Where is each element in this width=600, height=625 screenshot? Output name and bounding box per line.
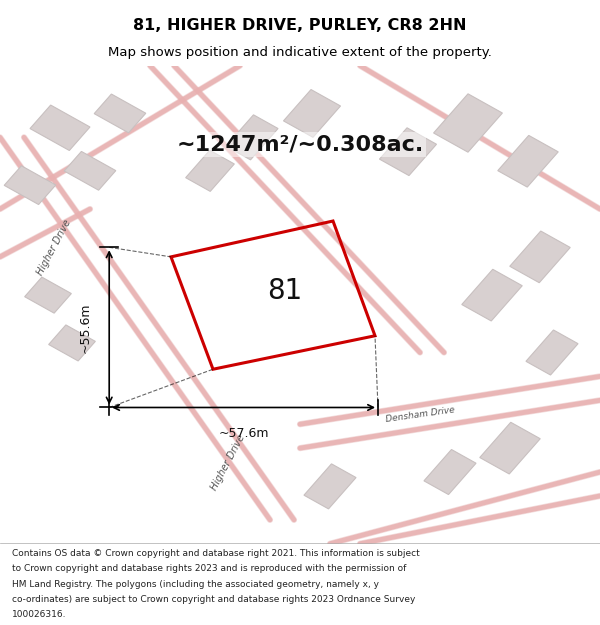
Polygon shape [94, 94, 146, 133]
Polygon shape [424, 449, 476, 494]
Polygon shape [25, 277, 71, 313]
Text: ~55.6m: ~55.6m [78, 302, 91, 352]
Polygon shape [304, 464, 356, 509]
Text: ~57.6m: ~57.6m [218, 427, 269, 439]
Polygon shape [4, 166, 56, 204]
Text: co-ordinates) are subject to Crown copyright and database rights 2023 Ordnance S: co-ordinates) are subject to Crown copyr… [12, 595, 415, 604]
Polygon shape [30, 105, 90, 151]
Polygon shape [498, 136, 558, 187]
Text: Higher Drive: Higher Drive [35, 217, 73, 277]
Text: Map shows position and indicative extent of the property.: Map shows position and indicative extent… [108, 46, 492, 59]
Polygon shape [185, 150, 235, 191]
Text: Densham Drive: Densham Drive [385, 406, 455, 424]
Polygon shape [462, 269, 522, 321]
Polygon shape [49, 325, 95, 361]
Polygon shape [480, 422, 540, 474]
Polygon shape [526, 330, 578, 375]
Text: ~1247m²/~0.308ac.: ~1247m²/~0.308ac. [176, 134, 424, 154]
Polygon shape [434, 94, 502, 152]
Polygon shape [64, 151, 116, 190]
Text: HM Land Registry. The polygons (including the associated geometry, namely x, y: HM Land Registry. The polygons (includin… [12, 579, 379, 589]
Polygon shape [510, 231, 570, 282]
Text: Higher Drive: Higher Drive [209, 433, 247, 492]
Text: 100026316.: 100026316. [12, 610, 67, 619]
Text: 81: 81 [268, 277, 302, 305]
Polygon shape [226, 115, 278, 160]
Polygon shape [283, 89, 341, 138]
Text: 81, HIGHER DRIVE, PURLEY, CR8 2HN: 81, HIGHER DRIVE, PURLEY, CR8 2HN [133, 18, 467, 33]
Polygon shape [379, 127, 437, 176]
Text: Contains OS data © Crown copyright and database right 2021. This information is : Contains OS data © Crown copyright and d… [12, 549, 420, 558]
Text: to Crown copyright and database rights 2023 and is reproduced with the permissio: to Crown copyright and database rights 2… [12, 564, 406, 573]
